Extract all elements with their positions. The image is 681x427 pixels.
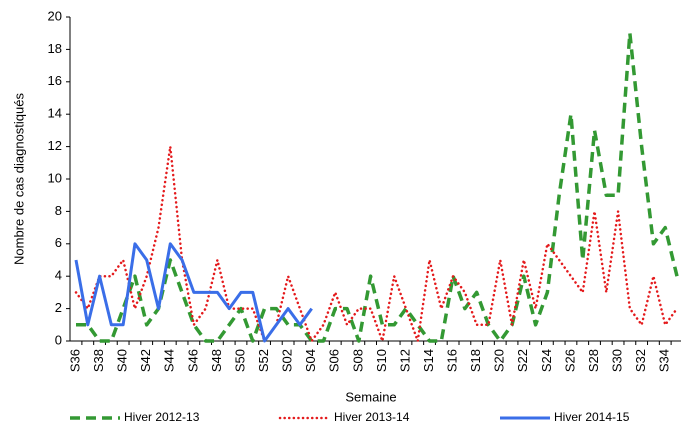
y-tick-label: 16	[48, 73, 62, 88]
x-tick-label: S34	[657, 349, 672, 372]
x-tick-label: S24	[539, 349, 554, 372]
x-tick-label: S18	[468, 349, 483, 372]
x-tick-label: S28	[586, 349, 601, 372]
x-tick-label: S26	[562, 349, 577, 372]
x-tick-label: S08	[350, 349, 365, 372]
series-line	[76, 31, 679, 343]
y-tick-label: 14	[48, 106, 62, 121]
x-tick-label: S12	[397, 349, 412, 372]
series-line	[74, 145, 679, 343]
x-tick-label: S52	[256, 349, 271, 372]
x-axis-label: Semaine	[345, 389, 396, 404]
x-tick-label: S16	[445, 349, 460, 372]
x-tick-label: S14	[421, 349, 436, 372]
x-tick-label: S20	[492, 349, 507, 372]
series-line	[74, 242, 313, 343]
x-tick-label: S40	[115, 349, 130, 372]
x-tick-label: S44	[162, 349, 177, 372]
y-tick-label: 4	[55, 268, 62, 283]
x-tick-label: S32	[633, 349, 648, 372]
x-tick-label: S02	[280, 349, 295, 372]
x-tick-label: S30	[610, 349, 625, 372]
legend-label: Hiver 2012-13	[124, 410, 200, 424]
x-tick-label: S10	[374, 349, 389, 372]
y-tick-label: 2	[55, 300, 62, 315]
y-tick-label: 18	[48, 41, 62, 56]
x-tick-label: S46	[185, 349, 200, 372]
x-tick-label: S42	[138, 349, 153, 372]
x-tick-label: S04	[303, 349, 318, 372]
x-tick-label: S50	[232, 349, 247, 372]
x-tick-label: S06	[327, 349, 342, 372]
y-tick-label: 8	[55, 203, 62, 218]
x-tick-label: S22	[515, 349, 530, 372]
y-tick-label: 12	[48, 138, 62, 153]
legend-label: Hiver 2013-14	[334, 410, 410, 424]
x-tick-label: S48	[209, 349, 224, 372]
legend-label: Hiver 2014-15	[554, 410, 630, 424]
y-axis-label: Nombre de cas diagnostiqués	[11, 93, 26, 265]
y-tick-label: 10	[48, 170, 62, 185]
x-tick-label: S36	[67, 349, 82, 372]
y-tick-label: 6	[55, 235, 62, 250]
y-tick-label: 0	[55, 332, 62, 347]
x-tick-label: S38	[91, 349, 106, 372]
y-tick-label: 20	[48, 8, 62, 23]
